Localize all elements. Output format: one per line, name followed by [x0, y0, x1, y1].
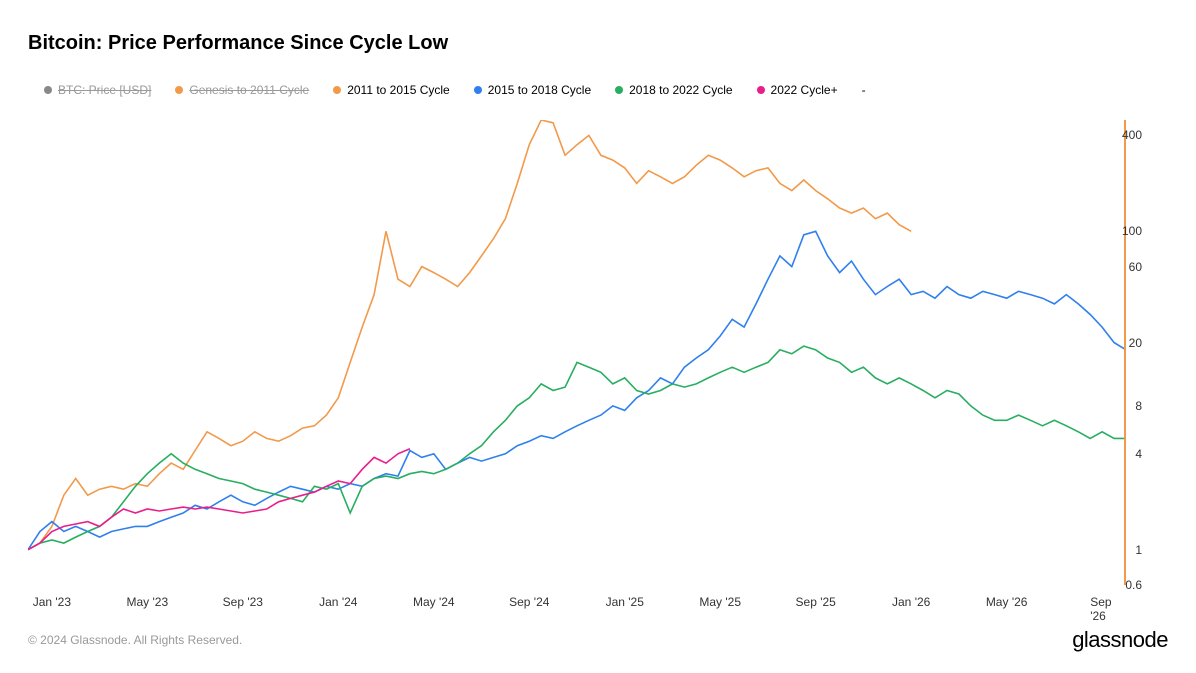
x-tick-label: May '24	[413, 595, 455, 609]
copyright-text: © 2024 Glassnode. All Rights Reserved.	[28, 633, 242, 647]
x-tick-label: Jan '24	[319, 595, 357, 609]
y-tick-label: 20	[1129, 336, 1142, 350]
y-tick-label: 400	[1122, 128, 1142, 142]
legend-label: Genesis to 2011 Cycle	[189, 83, 309, 97]
legend-dot	[615, 86, 623, 94]
legend: BTC: Price [USD] Genesis to 2011 Cycle 201…	[0, 55, 1196, 97]
series-line	[28, 346, 1126, 550]
legend-label: 2011 to 2015 Cycle	[347, 83, 450, 97]
legend-item[interactable]: 2018 to 2022 Cycle	[615, 83, 732, 97]
legend-label: 2018 to 2022 Cycle	[629, 83, 732, 97]
legend-dot	[44, 86, 52, 94]
y-tick-label: 1	[1135, 543, 1142, 557]
legend-label: BTC: Price [USD]	[58, 83, 151, 97]
series-line	[28, 120, 911, 550]
x-tick-label: Sep '26	[1090, 595, 1114, 623]
line-chart-svg	[28, 120, 1126, 585]
x-tick-label: Sep '23	[223, 595, 263, 609]
legend-dot	[757, 86, 765, 94]
x-tick-label: Jan '25	[606, 595, 644, 609]
legend-item[interactable]: -	[862, 83, 866, 97]
plot-region	[28, 120, 1126, 585]
y-tick-label: 4	[1135, 447, 1142, 461]
chart-title: Bitcoin: Price Performance Since Cycle L…	[0, 0, 1196, 55]
x-tick-label: Jan '23	[33, 595, 71, 609]
x-tick-label: May '26	[986, 595, 1028, 609]
y-tick-label: 0.6	[1125, 578, 1142, 592]
brand-logo: glassnode	[1072, 627, 1168, 653]
x-tick-label: Sep '25	[796, 595, 836, 609]
x-tick-label: Sep '24	[509, 595, 549, 609]
legend-dot	[333, 86, 341, 94]
series-line	[28, 231, 1126, 549]
legend-item[interactable]: Genesis to 2011 Cycle	[175, 83, 309, 97]
legend-label: 2022 Cycle+	[771, 83, 838, 97]
y-tick-label: 100	[1122, 224, 1142, 238]
series-line	[28, 449, 410, 550]
legend-item[interactable]: 2015 to 2018 Cycle	[474, 83, 591, 97]
y-tick-label: 8	[1135, 399, 1142, 413]
footer: © 2024 Glassnode. All Rights Reserved. g…	[28, 627, 1168, 653]
y-axis: 0.61482060100400	[1108, 120, 1148, 585]
x-tick-label: May '23	[127, 595, 169, 609]
legend-item[interactable]: 2011 to 2015 Cycle	[333, 83, 450, 97]
x-tick-label: May '25	[699, 595, 741, 609]
legend-dot	[175, 86, 183, 94]
legend-dot	[474, 86, 482, 94]
y-tick-label: 60	[1129, 260, 1142, 274]
x-axis: Jan '23 May '23 Sep '23 Jan '24 May '24 Sep '…	[28, 595, 1126, 615]
y-axis-line	[1124, 120, 1126, 585]
legend-item[interactable]: 2022 Cycle+	[757, 83, 838, 97]
legend-label: 2015 to 2018 Cycle	[488, 83, 591, 97]
legend-label: -	[862, 83, 866, 97]
x-tick-label: Jan '26	[892, 595, 930, 609]
chart-area: 0.61482060100400	[28, 120, 1148, 585]
legend-item[interactable]: BTC: Price [USD]	[44, 83, 151, 97]
